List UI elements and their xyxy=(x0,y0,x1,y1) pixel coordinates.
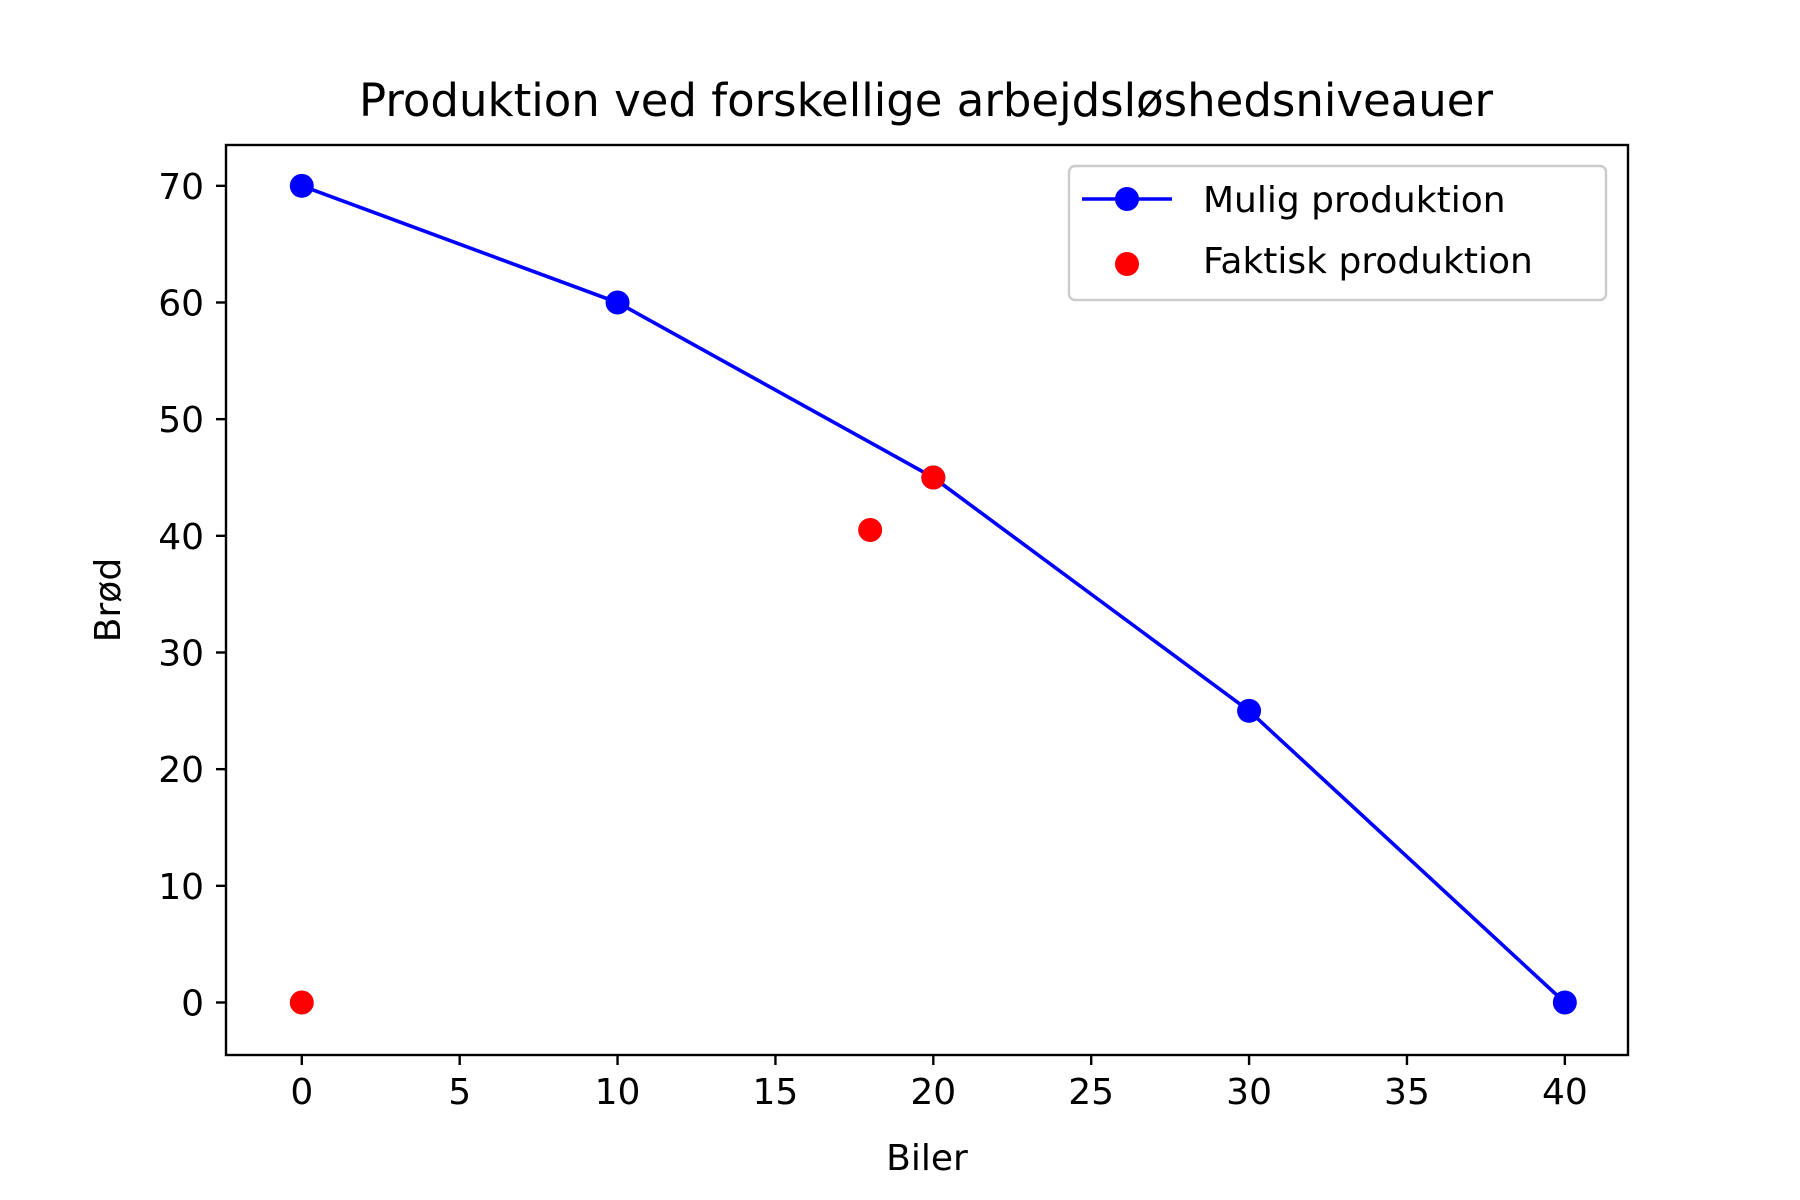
y-tick-label: 10 xyxy=(158,867,204,908)
x-tick-label: 0 xyxy=(290,1072,313,1113)
data-point-mulig xyxy=(1237,698,1262,723)
legend-box xyxy=(1067,164,1608,302)
y-tick-label: 20 xyxy=(158,750,204,791)
x-tick-label: 5 xyxy=(448,1072,471,1113)
data-point-mulig xyxy=(605,290,630,315)
legend-label-faktisk: Faktisk produktion xyxy=(1203,241,1533,282)
legend-marker-faktisk xyxy=(1115,252,1139,276)
y-axis: 0 10 20 30 40 50 60 70 xyxy=(158,167,226,1025)
x-tick-label: 15 xyxy=(753,1072,799,1113)
data-point-mulig xyxy=(289,173,314,198)
x-axis: 0 5 10 15 20 25 30 35 40 xyxy=(290,1055,1588,1113)
x-tick-label: 10 xyxy=(595,1072,641,1113)
legend-marker-mulig xyxy=(1115,187,1139,211)
x-tick-label: 25 xyxy=(1068,1072,1114,1113)
y-tick-label: 30 xyxy=(158,634,204,675)
legend-label-mulig: Mulig produktion xyxy=(1203,180,1506,221)
x-tick-label: 30 xyxy=(1226,1072,1272,1113)
x-tick-label: 20 xyxy=(910,1072,956,1113)
plot-area xyxy=(289,173,1577,1015)
data-point-faktisk xyxy=(858,518,883,542)
chart-title: Produktion ved forskellige arbejdsløshed… xyxy=(359,74,1493,127)
y-axis-label: Brød xyxy=(88,558,129,642)
data-point-mulig xyxy=(1552,990,1577,1015)
data-point-faktisk xyxy=(921,465,946,490)
y-tick-label: 0 xyxy=(181,984,204,1025)
data-point-faktisk xyxy=(289,990,314,1015)
x-tick-label: 40 xyxy=(1542,1072,1588,1113)
x-axis-label: Biler xyxy=(886,1138,968,1179)
y-tick-label: 40 xyxy=(158,517,204,558)
x-tick-label: 35 xyxy=(1384,1072,1430,1113)
y-tick-label: 70 xyxy=(158,167,204,208)
y-tick-label: 50 xyxy=(158,400,204,441)
y-tick-label: 60 xyxy=(158,284,204,325)
plot-frame xyxy=(224,143,1630,1057)
legend: Mulig produktion Faktisk produktion xyxy=(1067,164,1608,302)
